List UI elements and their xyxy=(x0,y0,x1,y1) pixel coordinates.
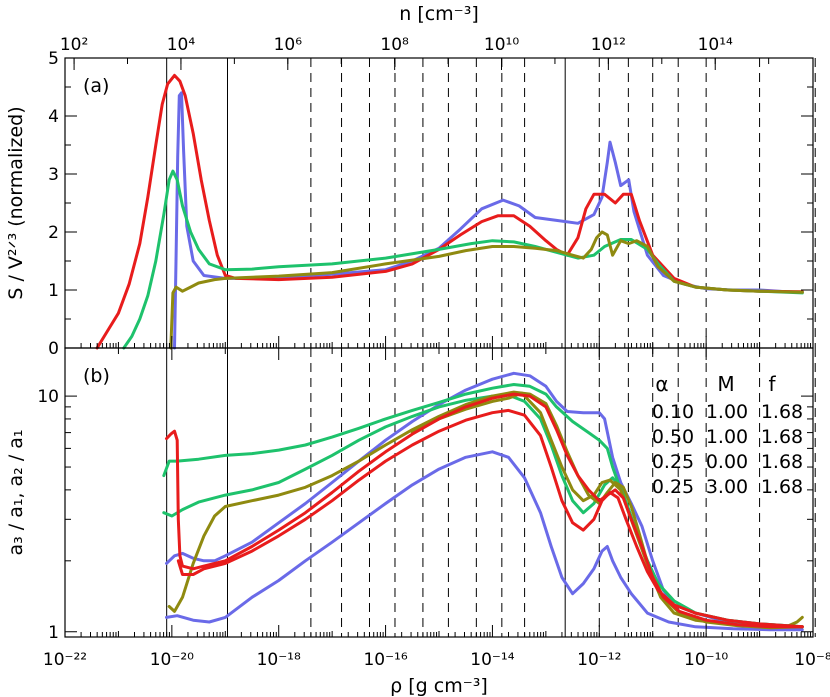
legend-header: f xyxy=(768,372,776,396)
legend-f: 1.68 xyxy=(761,401,803,423)
y-axis-label-a: S / V²ᐟ³ (normalized) xyxy=(5,106,27,299)
legend-header: M xyxy=(717,372,734,396)
y-tick-label-a: 0 xyxy=(48,339,59,359)
x-axis-label-bottom: ρ [g cm⁻³] xyxy=(390,675,488,697)
legend-alpha: 0.10 xyxy=(652,401,694,423)
series-line-b xyxy=(176,408,804,629)
legend-mach: 1.00 xyxy=(706,426,748,448)
x-tick-label-top: 10² xyxy=(60,35,88,55)
panel-label-b: (b) xyxy=(83,365,110,387)
x-tick-label-top: 10¹⁰ xyxy=(484,35,519,55)
series-line-b xyxy=(165,450,804,632)
y-tick-label-a: 2 xyxy=(48,223,59,243)
x-tick-label-bottom: 10⁻¹⁸ xyxy=(257,650,301,670)
legend-f: 1.68 xyxy=(761,426,803,448)
x-tick-label-bottom: 10⁻¹⁰ xyxy=(684,650,728,670)
x-tick-label-top: 10⁸ xyxy=(380,35,409,55)
legend-mach: 1.00 xyxy=(706,401,748,423)
y-tick-label-a: 1 xyxy=(48,281,59,301)
y-tick-label-b: 10 xyxy=(37,387,59,407)
x-tick-label-top: 10⁶ xyxy=(274,35,303,55)
x-tick-label-bottom: 10⁻⁸ xyxy=(794,650,830,670)
series-line-b xyxy=(165,392,804,629)
legend-f: 1.68 xyxy=(761,451,803,473)
y-tick-label-a: 4 xyxy=(48,107,59,127)
x-tick-label-bottom: 10⁻¹⁴ xyxy=(470,650,514,670)
legend-alpha: 0.25 xyxy=(652,476,694,498)
legend-alpha: 0.50 xyxy=(652,426,694,448)
series-line-a xyxy=(95,73,804,350)
x-tick-label-bottom: 10⁻²² xyxy=(43,650,87,670)
y-tick-label-a: 5 xyxy=(48,49,59,69)
legend-mach: 0.00 xyxy=(706,451,748,473)
y-axis-label-b: a₃ / a₁, a₂ / a₁ xyxy=(5,429,27,555)
legend-mach: 3.00 xyxy=(706,476,748,498)
x-tick-label-bottom: 10⁻¹² xyxy=(577,650,621,670)
x-tick-label-bottom: 10⁻¹⁶ xyxy=(363,650,407,670)
series-line-b xyxy=(167,390,804,629)
panel-a xyxy=(64,57,816,350)
axes-text: 10⁻²² 10⁻²⁰ 10⁻¹⁸ 10⁻¹⁶ 10⁻¹⁴ 10⁻¹² 10⁻¹⁰ 10⁻⁸ ρ… xyxy=(5,3,830,697)
legend-header: α xyxy=(655,372,668,396)
x-tick-label-top: 10¹² xyxy=(591,35,626,55)
series-line-a xyxy=(122,169,804,350)
legend-f: 1.68 xyxy=(761,476,803,498)
x-axis-label-top: n [cm⁻³] xyxy=(399,3,479,25)
y-tick-label-a: 3 xyxy=(48,165,59,185)
x-tick-label-bottom: 10⁻²⁰ xyxy=(150,650,194,670)
panel-b xyxy=(64,347,816,638)
x-tick-label-top: 10⁴ xyxy=(167,35,196,55)
legend-alpha: 0.25 xyxy=(652,451,694,473)
series-line-a xyxy=(169,230,804,350)
panel-label-a: (a) xyxy=(83,75,109,97)
x-tick-label-top: 10¹⁴ xyxy=(698,35,733,55)
y-tick-label-b: 1 xyxy=(48,623,59,643)
